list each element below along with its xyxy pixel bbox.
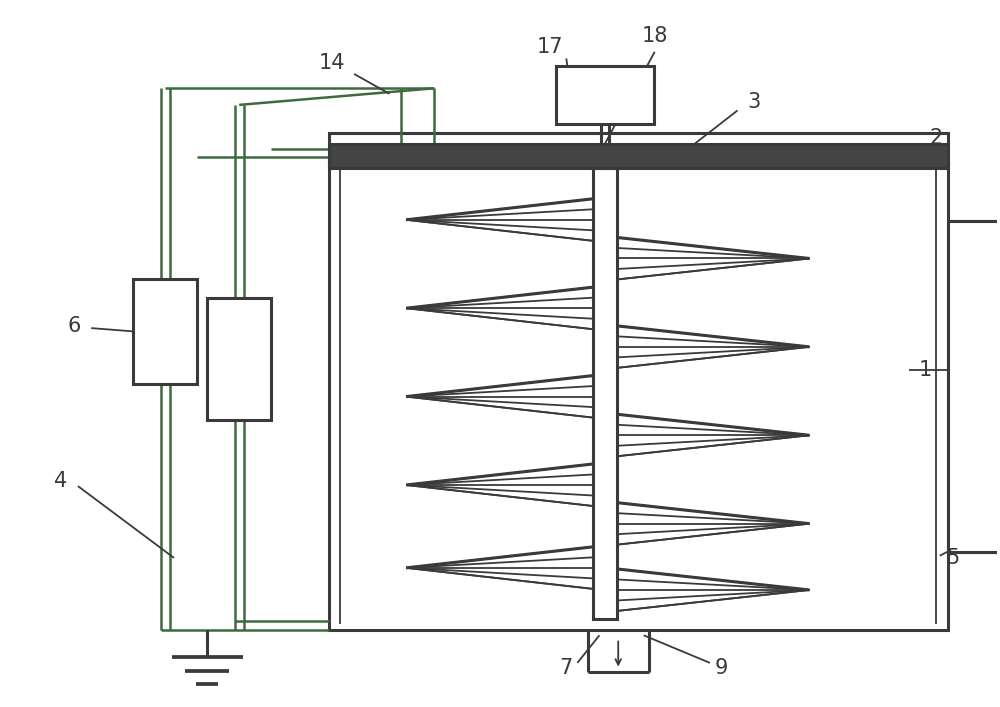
Bar bbox=[133, 279, 197, 385]
Text: 9: 9 bbox=[714, 658, 728, 679]
Text: 5: 5 bbox=[946, 548, 960, 568]
Bar bbox=[556, 66, 654, 124]
Text: 3: 3 bbox=[748, 92, 761, 112]
Text: 2: 2 bbox=[930, 128, 943, 148]
Text: 18: 18 bbox=[642, 26, 668, 47]
Bar bbox=[207, 298, 271, 420]
Text: 17: 17 bbox=[536, 37, 563, 57]
Text: 1: 1 bbox=[919, 360, 932, 380]
Text: 4: 4 bbox=[54, 471, 67, 491]
Bar bbox=[948, 221, 1000, 552]
Text: 7: 7 bbox=[560, 658, 573, 679]
Text: 14: 14 bbox=[319, 53, 345, 73]
Bar bbox=[593, 168, 617, 619]
Text: 6: 6 bbox=[68, 316, 81, 336]
Bar bbox=[329, 132, 948, 630]
Bar bbox=[329, 144, 948, 168]
